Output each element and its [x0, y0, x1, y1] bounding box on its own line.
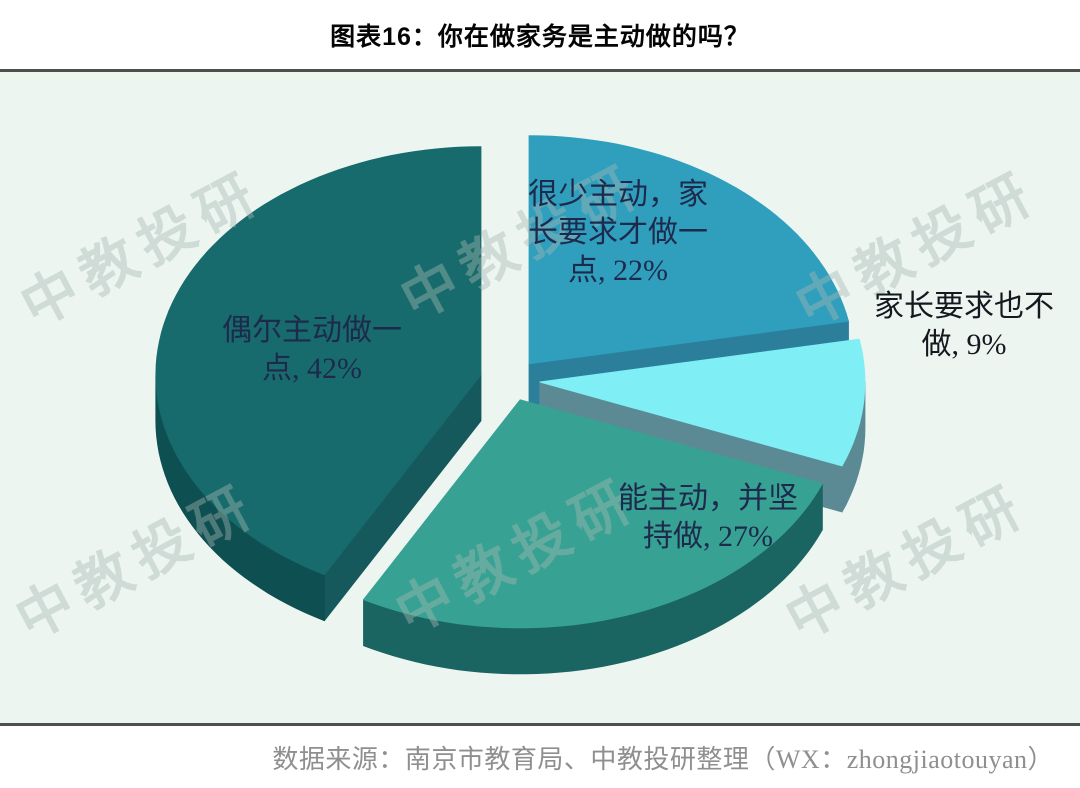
data-source-text: 数据来源：南京市教育局、中教投研整理（WX：zhongjiaotouyan）: [272, 744, 1054, 774]
chart-title: 图表16：你在做家务是主动做的吗？: [330, 22, 750, 51]
slice-label-9-percent: 家长要求也不 做, 9%: [874, 290, 1054, 361]
slice-label-27-percent: 能主动，并坚 持做, 27%: [618, 482, 798, 553]
top-divider-line: [0, 69, 1080, 72]
chart-area: 中教投研 中教投研 中教投研 中教投研 中教投研 中教投研 很少主动，家 长要求…: [0, 72, 1080, 723]
slice-label-22-percent: 很少主动，家 长要求才做一 点, 22%: [528, 178, 708, 287]
pie-chart-3d: [155, 135, 866, 675]
bottom-divider-line: [0, 723, 1080, 726]
title-bar: 图表16：你在做家务是主动做的吗？: [0, 0, 1080, 69]
footer-bar: 数据来源：南京市教育局、中教投研整理（WX：zhongjiaotouyan）: [0, 726, 1080, 788]
slice-label-42-percent: 偶尔主动做一 点, 42%: [222, 314, 402, 385]
